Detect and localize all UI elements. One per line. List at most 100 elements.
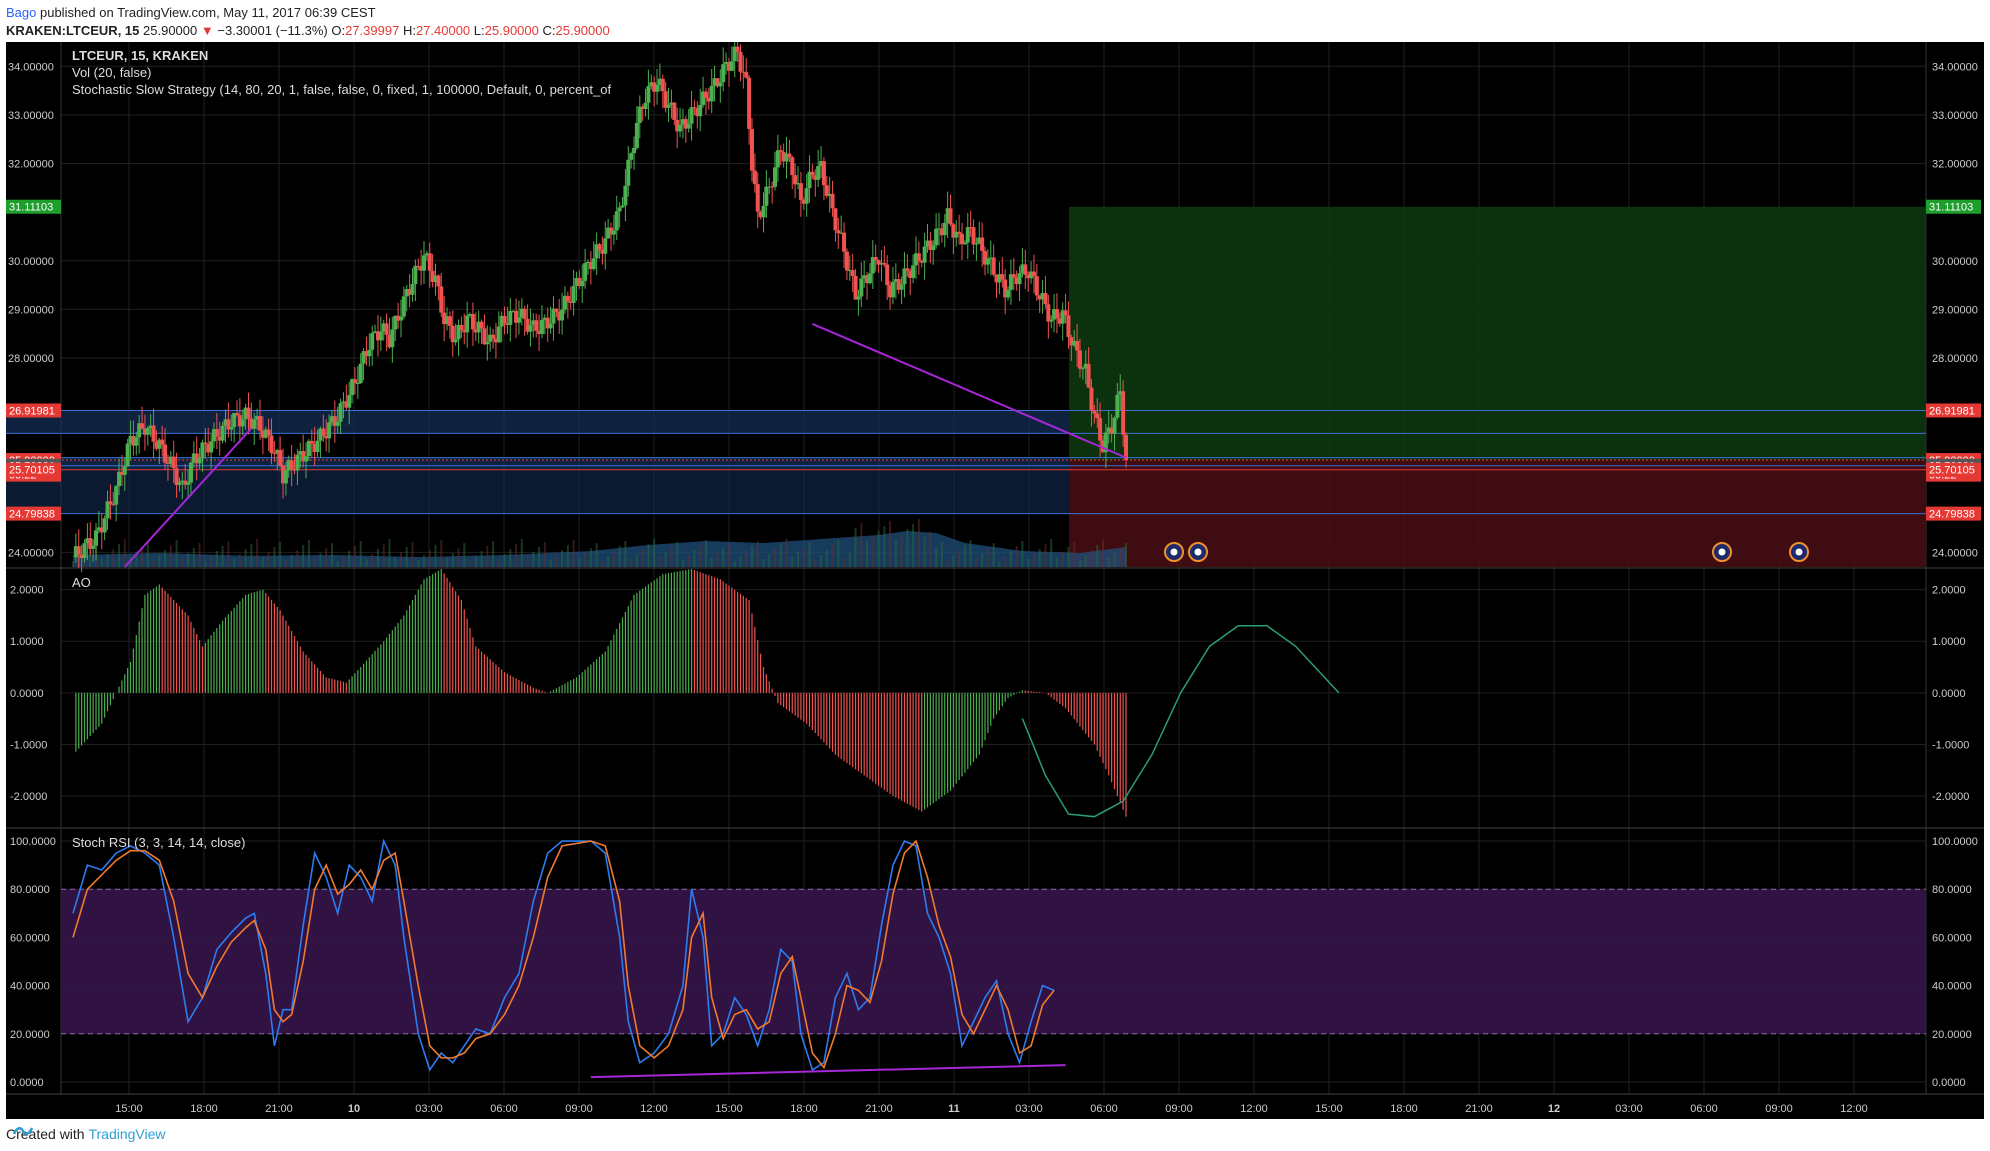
candle-body	[994, 274, 999, 283]
candle-body	[114, 486, 119, 505]
volume-bar	[72, 561, 74, 567]
candle-body	[629, 153, 634, 160]
x-tick: 10	[348, 1103, 360, 1115]
candle-body	[278, 449, 283, 466]
volume-bar	[986, 548, 989, 567]
volume-bar	[152, 560, 155, 567]
candle-body	[988, 257, 993, 259]
author-link[interactable]: Bago	[6, 5, 37, 20]
candle-body	[361, 351, 366, 364]
candle-body	[597, 244, 602, 250]
y-tick-left: 29.00000	[8, 304, 54, 316]
x-tick: 15:00	[115, 1103, 143, 1115]
x-tick: 09:00	[1765, 1103, 1793, 1115]
candle-body	[954, 231, 959, 238]
candle-body	[689, 107, 694, 124]
candle-body	[226, 419, 231, 430]
candle-body	[525, 318, 530, 332]
candle-body	[609, 227, 614, 235]
candle-body	[160, 439, 165, 445]
price-label: 24.79838	[1929, 509, 1975, 521]
volume-bar	[394, 557, 397, 567]
volume-bar	[141, 547, 144, 567]
candle-body	[137, 423, 142, 438]
volume-bar	[279, 542, 282, 567]
candle-body	[505, 323, 510, 326]
stoch-tick-left: 0.0000	[10, 1077, 44, 1089]
candle-body	[344, 401, 349, 408]
candle-body	[775, 150, 780, 168]
volume-bar	[296, 550, 299, 567]
volume-bar	[929, 532, 932, 567]
price-label-box	[6, 506, 61, 521]
candle-body	[637, 106, 642, 123]
candle-body	[111, 504, 116, 506]
candle-body	[977, 237, 982, 244]
candle-body	[692, 107, 697, 109]
candle-body	[902, 268, 907, 285]
candle-body	[623, 185, 628, 206]
candle-body	[1060, 310, 1065, 324]
candle-body	[519, 308, 524, 318]
volume-bar	[302, 545, 305, 567]
volume-bar	[1096, 545, 1099, 567]
volume-bar	[808, 542, 811, 567]
candle-body	[203, 442, 208, 445]
candle-body	[1046, 304, 1051, 322]
candle-body	[534, 320, 539, 331]
chart-frame[interactable]: LTCEUR, 15, KRAKEN Vol (20, false) Stochas…	[6, 42, 1984, 1119]
tradingview-link[interactable]: TradingView	[88, 1126, 166, 1142]
candle-body	[565, 295, 570, 302]
volume-bar	[353, 546, 356, 567]
candle-body	[859, 278, 864, 297]
volume-bar	[595, 543, 598, 567]
volume-bar	[871, 536, 874, 567]
candle-body	[649, 82, 654, 87]
volume-bar	[336, 561, 339, 567]
x-tick: 12:00	[1840, 1103, 1868, 1115]
volume-bar	[319, 553, 322, 567]
volume-bar	[371, 554, 374, 567]
take-profit-zone	[1069, 206, 1926, 461]
candle-body	[942, 222, 947, 236]
candle-body	[562, 295, 567, 310]
candle-body	[962, 242, 967, 245]
volume-bar	[198, 543, 201, 567]
candle-body	[1098, 418, 1103, 441]
candle-body	[352, 379, 357, 384]
candle-body	[919, 260, 924, 263]
volume-bar	[457, 548, 460, 567]
candle-body	[128, 435, 133, 444]
volume-bar	[699, 545, 702, 567]
x-tick: 12	[1548, 1103, 1560, 1115]
candle-body	[1017, 273, 1022, 285]
volume-bar	[883, 526, 886, 567]
candle-body	[1103, 432, 1108, 453]
price-label: 24.79838	[9, 509, 55, 521]
candle-body	[260, 430, 265, 438]
volume-bar	[1125, 543, 1127, 567]
candle-body	[974, 243, 979, 245]
candle-body	[790, 157, 795, 176]
candle-body	[341, 401, 346, 404]
stoch-tick-right: 80.0000	[1932, 884, 1972, 896]
candle-body	[680, 119, 685, 125]
candle-body	[634, 122, 639, 148]
chart-svg[interactable]: LTCEUR, 15, KRAKEN Vol (20, false) Stochas…	[6, 42, 1984, 1119]
candle-body	[577, 277, 582, 287]
candle-body	[243, 407, 248, 420]
volume-bar	[175, 540, 178, 567]
candle-body	[539, 319, 544, 335]
price-pane: LTCEUR, 15, KRAKEN Vol (20, false) Stochas…	[6, 42, 1926, 573]
candle-body	[916, 253, 921, 261]
candle-body	[453, 339, 458, 343]
x-tick: 03:00	[1015, 1103, 1043, 1115]
candle-body	[401, 296, 406, 317]
symbol-line: KRAKEN:LTCEUR, 15 25.90000 ▼ −3.30001 (−…	[6, 22, 610, 40]
volume-bar	[791, 557, 794, 567]
ao-tick-right: 0.0000	[1932, 688, 1966, 700]
candle-body	[712, 78, 717, 86]
y-tick-right: 30.00000	[1932, 256, 1978, 268]
candle-body	[499, 315, 504, 327]
candle-body	[188, 462, 193, 483]
